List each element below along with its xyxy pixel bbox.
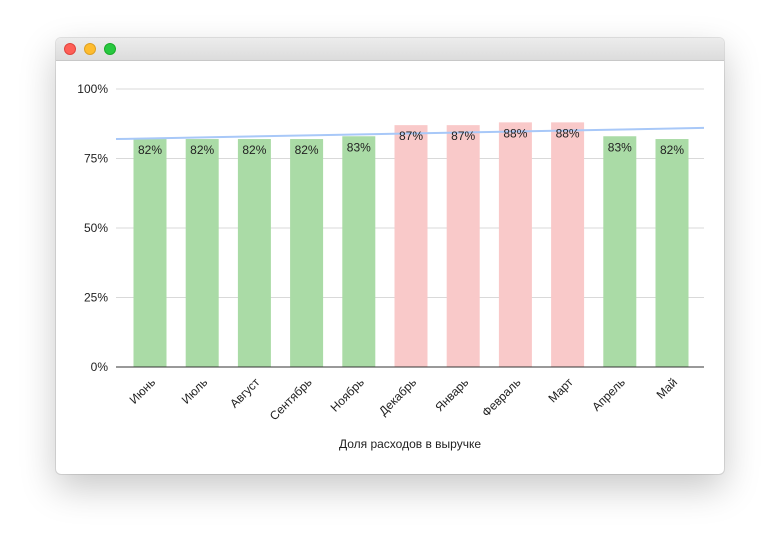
x-tick-label: Сентябрь (267, 375, 315, 423)
x-tick-label: Январь (432, 375, 471, 414)
bar (342, 136, 376, 367)
data-label: 87% (399, 129, 423, 143)
y-tick-label: 0% (91, 360, 109, 374)
data-label: 88% (556, 126, 580, 140)
x-tick-label: Февраль (479, 375, 523, 419)
x-tick-label: Март (546, 375, 577, 406)
x-axis-title: Доля расходов в выручке (339, 437, 481, 451)
y-tick-label: 75% (84, 152, 108, 166)
bar (446, 125, 480, 367)
bar (290, 139, 324, 367)
bar (551, 122, 585, 367)
trendline-layer (115, 126, 705, 141)
bar (394, 125, 428, 367)
data-label: 82% (295, 143, 319, 157)
data-labels: 82% 82% 82% 82% 83% 87% 87% 88% 88% 83% 82% (138, 126, 684, 157)
data-label: 82% (242, 143, 266, 157)
bar (185, 139, 219, 367)
title-bar (56, 38, 724, 61)
y-tick-label: 25% (84, 291, 108, 305)
bar (655, 139, 689, 367)
data-label: 87% (451, 129, 475, 143)
data-label: 82% (138, 143, 162, 157)
bars (133, 122, 689, 367)
x-tick-label: Ноябрь (328, 375, 367, 414)
x-tick-label: Май (654, 375, 681, 402)
y-tick-label: 100% (77, 82, 108, 96)
x-tick-label: Декабрь (376, 375, 419, 418)
bar (133, 139, 167, 367)
x-tick-label: Июль (179, 375, 211, 407)
zoom-window-button[interactable] (104, 43, 116, 55)
trendline (115, 126, 705, 141)
minimize-window-button[interactable] (84, 43, 96, 55)
y-tick-label: 50% (84, 221, 108, 235)
x-tick-label: Август (227, 375, 263, 411)
data-label: 83% (347, 140, 371, 154)
bar-chart: 82% 82% 82% 82% 83% 87% 87% 88% 88% 83% 82% 0% 25% 5… (77, 82, 705, 451)
app-window: 82% 82% 82% 82% 83% 87% 87% 88% 88% 83% 82% 0% 25% 5… (56, 38, 724, 474)
data-label: 88% (503, 126, 527, 140)
bar (237, 139, 271, 367)
bar (603, 136, 637, 367)
data-label: 82% (190, 143, 214, 157)
data-label: 83% (608, 140, 632, 154)
data-label: 82% (660, 143, 684, 157)
x-tick-label: Июнь (127, 375, 158, 406)
close-window-button[interactable] (64, 43, 76, 55)
x-tick-label: Апрель (589, 375, 628, 414)
bar (498, 122, 532, 367)
chart-area: 82% 82% 82% 82% 83% 87% 87% 88% 88% 83% 82% 0% 25% 5… (56, 61, 724, 474)
